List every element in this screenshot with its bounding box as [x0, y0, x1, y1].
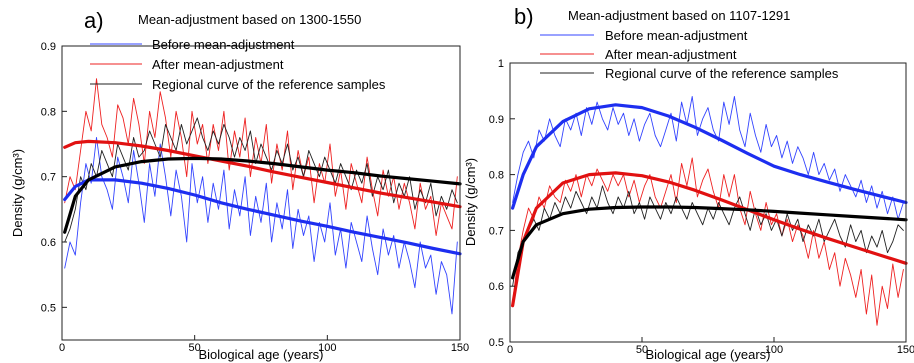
panel-a-x-axis-label: Biological age (years) — [198, 347, 323, 362]
panel-a-before-fit-curve — [63, 178, 462, 256]
panel-a-y-tick-label: 0.6 — [41, 237, 56, 249]
panel-b-label: b) — [514, 4, 534, 29]
panel-a-legend-label-before: Before mean-adjustment — [152, 37, 295, 52]
panel-a-legend-entry-after: After mean-adjustment — [90, 57, 284, 72]
panel-a-x-tick-label: 100 — [318, 342, 336, 354]
panel-a-legend-entry-regional: Regional curve of the reference samples — [90, 77, 386, 92]
panel-b-y-tick-label: 0.7 — [489, 225, 504, 237]
panel-a-y-axis-label: Density (g/cm³) — [10, 149, 25, 237]
panel-a-y-ticks: 0.5 0.6 0.7 0.8 0.9 — [41, 41, 67, 314]
panel-b-title: Mean-adjustment based on 1107-1291 — [568, 8, 790, 23]
panel-b-plot-frame — [509, 62, 907, 343]
panel-b-after-series-line — [512, 157, 904, 326]
panel-b-x-tick-label: 100 — [765, 344, 783, 356]
panel-b-before-fit-curve — [510, 103, 908, 210]
panel-b-x-tick-label: 150 — [897, 344, 914, 356]
panel-a-after-fit-curve — [63, 139, 462, 209]
panel-b: b) Mean-adjustment based on 1107-1291 Bi… — [463, 4, 914, 362]
panel-a-legend: Before mean-adjustment After mean-adjust… — [90, 37, 386, 92]
panel-a-plot — [63, 78, 462, 315]
panel-b-legend-entry-after: After mean-adjustment — [540, 47, 737, 62]
panel-b-legend-entry-before: Before mean-adjustment — [540, 28, 748, 43]
panel-b-legend-label-after: After mean-adjustment — [605, 47, 737, 62]
panel-b-y-tick-label: 0.5 — [489, 337, 504, 349]
panel-b-x-ticks: 0 50 100 150 — [507, 337, 914, 356]
panel-a-x-ticks: 0 50 100 150 — [59, 335, 469, 354]
panel-a-legend-label-after: After mean-adjustment — [152, 57, 284, 72]
panel-a-title: Mean-adjustment based on 1300-1550 — [138, 12, 361, 27]
panel-b-legend-label-regional: Regional curve of the reference samples — [605, 66, 839, 81]
panel-a-x-tick-label: 0 — [59, 342, 65, 354]
panel-a-label: a) — [84, 8, 104, 33]
panel-b-after-fit-curve — [510, 171, 908, 308]
panel-a-y-tick-label: 0.9 — [41, 41, 56, 53]
panel-a-regional-series-line — [64, 117, 458, 243]
panel-b-regional-fit-curve — [510, 205, 908, 280]
panel-b-y-tick-label: 1 — [498, 58, 504, 70]
panel-a-x-tick-label: 150 — [451, 342, 469, 354]
panel-a: a) Mean-adjustment based on 1300-1550 Bi… — [10, 8, 469, 362]
panel-a-before-series-line — [64, 137, 458, 315]
panel-b-y-ticks: 0.5 0.6 0.7 0.8 0.9 1 — [489, 58, 515, 349]
panel-b-x-tick-label: 0 — [507, 344, 513, 356]
panel-a-y-tick-label: 0.5 — [41, 302, 56, 314]
panel-b-legend-entry-regional: Regional curve of the reference samples — [540, 66, 839, 81]
panel-a-legend-label-regional: Regional curve of the reference samples — [152, 77, 386, 92]
panel-b-x-axis-label: Biological age (years) — [645, 347, 770, 362]
panel-b-plot — [510, 96, 908, 326]
panel-b-y-axis-label: Density (g/cm³) — [463, 158, 478, 246]
panel-a-plot-frame — [61, 45, 461, 341]
panel-a-legend-entry-before: Before mean-adjustment — [90, 37, 295, 52]
panel-a-y-tick-label: 0.8 — [41, 106, 56, 118]
panel-b-y-tick-label: 0.8 — [489, 170, 504, 182]
panel-b-legend-label-before: Before mean-adjustment — [605, 28, 748, 43]
panel-b-x-tick-label: 50 — [636, 344, 648, 356]
panel-a-y-tick-label: 0.7 — [41, 172, 56, 184]
panel-a-regional-fit-curve — [63, 156, 462, 234]
panel-b-y-tick-label: 0.9 — [489, 114, 504, 126]
panel-b-y-tick-label: 0.6 — [489, 281, 504, 293]
panel-b-legend: Before mean-adjustment After mean-adjust… — [540, 28, 839, 81]
panel-a-x-tick-label: 50 — [189, 342, 201, 354]
